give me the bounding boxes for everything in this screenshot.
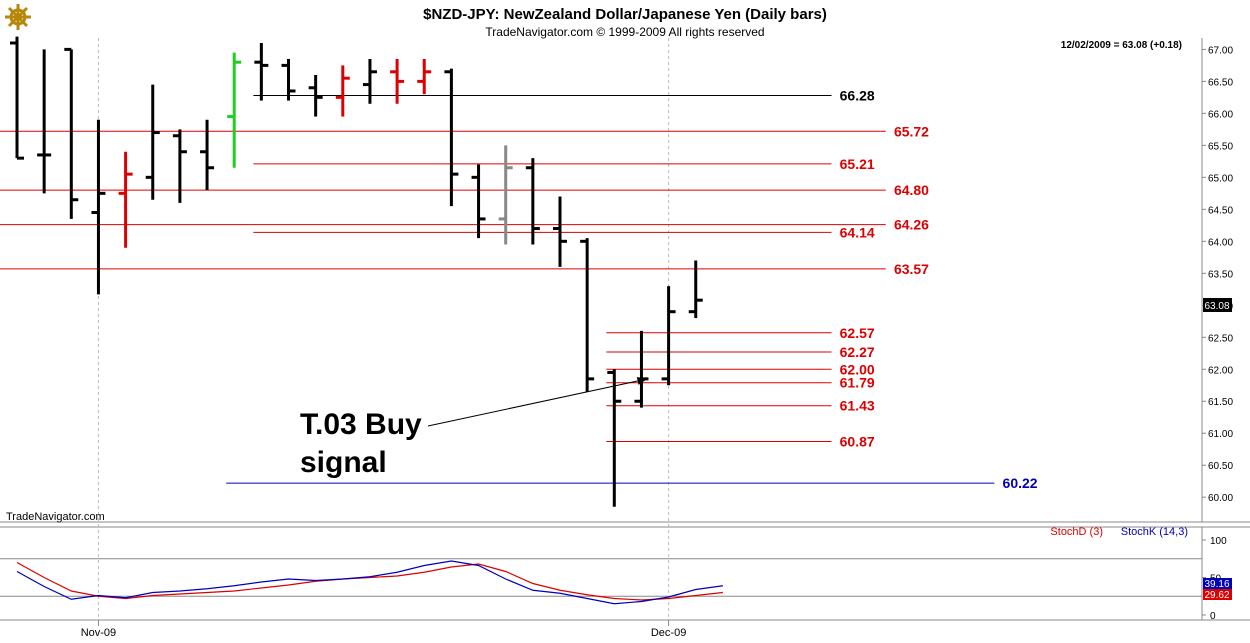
level-label-64.14: 64.14 [840,224,875,240]
price-bar [390,58,405,104]
level-label-62.00: 62.00 [840,361,875,377]
last-price-label: 63.08 [1204,301,1229,312]
price-y-tick-label: 66.50 [1208,77,1233,88]
watermark: TradeNavigator.com [6,511,105,523]
copyright-text: TradeNavigator.com © 1999-2009 All right… [485,25,764,39]
level-label-62.27: 62.27 [840,344,875,360]
price-y-tick-label: 60.00 [1208,493,1233,504]
price-bar [553,196,567,267]
date-tick-label: Nov-09 [81,627,116,639]
last-price-marker [1203,298,1232,312]
date-tick-label: Dec-09 [651,627,686,639]
price-bar [91,119,106,295]
price-bar [362,58,377,104]
price-bar [417,58,432,95]
stochk-last-marker [1203,578,1232,589]
price-bar [688,260,703,319]
level-label-65.21: 65.21 [840,156,875,172]
price-levels: 66.28 65.72 65.21 64.80 64.26 64.14 63.57 62.57… [0,87,1038,491]
price-bar [580,238,595,392]
stoch-y-tick-label: 0 [1210,611,1216,622]
price-y-tick-label: 64.50 [1208,205,1233,216]
stochd-last-marker [1203,589,1232,600]
price-info: 12/02/2009 = 63.08 (+0.18) [1061,40,1182,51]
price-bar [64,47,79,219]
price-y-tick-label: 65.00 [1208,173,1233,184]
price-y-tick-label: 66.00 [1208,109,1233,120]
annotation-arrowhead [636,377,648,385]
price-bar [607,369,622,507]
price-bar [471,164,486,239]
legend-stochk: StochK (14,3) [1121,526,1188,538]
price-y-tick-label: 62.00 [1208,365,1233,376]
date-axis: Nov-09 Dec-09 [81,620,686,639]
level-label-65.72: 65.72 [894,123,929,139]
chart-title: $NZD-JPY: NewZealand Dollar/Japanese Yen… [423,6,827,23]
price-gridlines [97,38,670,620]
price-bar [525,158,540,245]
level-label-61.79: 61.79 [840,375,875,391]
level-label-64.80: 64.80 [894,182,929,198]
stoch-lines [16,560,723,605]
buy-signal-annotation: T.03 Buy signal [300,377,648,479]
price-y-tick-label: 61.00 [1208,429,1233,440]
price-bar [118,151,133,248]
price-y-tick-label: 62.50 [1208,333,1233,344]
annotation-line-2: signal [300,446,387,479]
stoch-series-stochd [16,561,723,601]
legend-stochd: StochD (3) [1050,526,1103,538]
price-bar [172,129,187,203]
price-bar [444,68,459,207]
price-bar [661,286,676,386]
level-label-66.28: 66.28 [840,87,875,103]
price-bar [37,49,52,194]
level-label-62.57: 62.57 [840,325,875,341]
price-bar [308,74,323,117]
level-label-64.26: 64.26 [894,217,929,233]
stoch-series-stochk [16,560,723,605]
stochd-last-value: 29.62 [1204,590,1229,601]
price-bar [281,58,296,101]
price-bar [10,36,24,160]
price-y-tick-label: 60.50 [1208,461,1233,472]
annotation-arrow [427,378,648,427]
price-y-tick-label: 63.50 [1208,269,1233,280]
level-label-63.57: 63.57 [894,261,929,277]
stochk-last-value: 39.16 [1204,579,1229,590]
price-bar [335,65,350,117]
price-y-tick-label: 61.50 [1208,397,1233,408]
stoch-y-tick-label: 100 [1210,536,1227,547]
level-label-60.87: 60.87 [840,434,875,450]
price-bar [200,119,215,191]
annotation-line-1: T.03 Buy [300,408,422,441]
price-bar [254,43,269,101]
price-y-tick-label: 67.00 [1208,45,1233,56]
price-bar [227,52,242,168]
price-bars [10,36,703,507]
price-y-tick-label: 65.50 [1208,141,1233,152]
price-bar [145,84,160,200]
price-y-axis: 67.00 66.50 66.00 65.50 65.00 64.50 64.00 63.50… [1202,45,1233,504]
level-label-60.22: 60.22 [1003,475,1038,491]
level-label-61.43: 61.43 [840,398,875,414]
price-bar [498,145,513,245]
price-y-tick-label: 64.00 [1208,237,1233,248]
trade-navigator-ship-wheel-icon[interactable] [5,4,31,30]
